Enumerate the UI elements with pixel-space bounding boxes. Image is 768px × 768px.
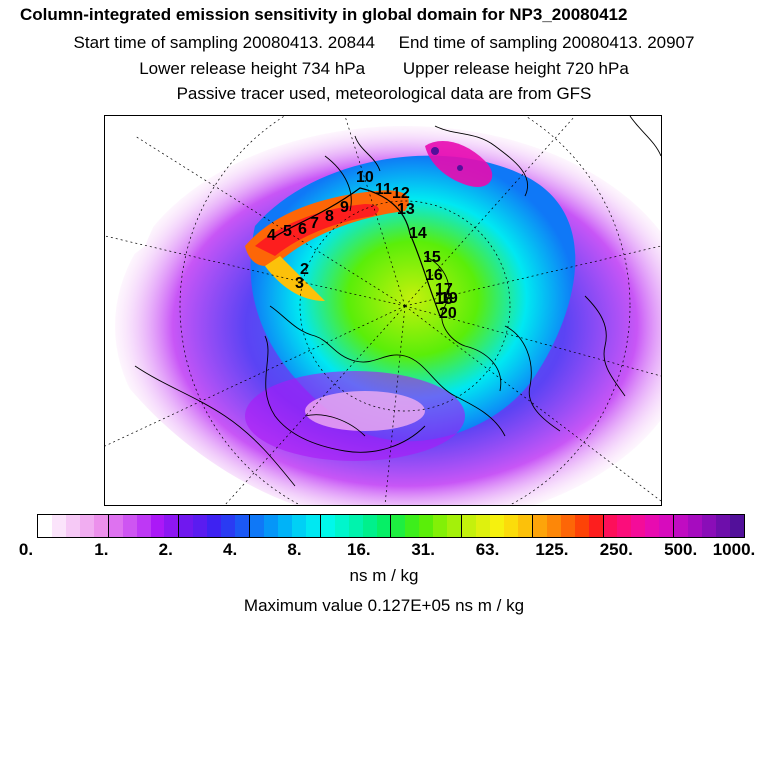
trajectory-label: 7 xyxy=(310,215,319,232)
colorbar-tick-label: 1. xyxy=(94,540,109,559)
colorbar-segment xyxy=(503,515,518,537)
trajectory-label: 10 xyxy=(356,169,374,186)
colorbar xyxy=(37,514,745,538)
colorbar-segment xyxy=(235,515,250,537)
colorbar-tick-label: 500. xyxy=(664,540,698,559)
trajectory-label: 12 xyxy=(392,185,410,202)
trajectory-label: 4 xyxy=(267,227,276,244)
start-time-label: Start time of sampling 20080413. 20844 xyxy=(73,33,376,52)
colorbar-segment xyxy=(178,515,194,537)
trajectory-label: 9 xyxy=(340,199,349,216)
trajectory-label: 20 xyxy=(439,305,457,322)
colorbar-tick-label: 31. xyxy=(411,540,435,559)
colorbar-segment xyxy=(729,515,744,537)
trajectory-line xyxy=(272,187,441,317)
colorbar-segment xyxy=(433,515,448,537)
colorbar-tick-label: 1000. xyxy=(712,540,756,559)
colorbar-segment xyxy=(38,515,52,537)
colorbar-segment xyxy=(476,515,490,537)
colorbar-segment xyxy=(193,515,208,537)
trajectory-label: 15 xyxy=(423,249,441,266)
colorbar-segment xyxy=(574,515,589,537)
colorbar-segment xyxy=(673,515,689,537)
colorbar-tick-label: 2. xyxy=(158,540,173,559)
trajectory-label: 13 xyxy=(397,201,415,218)
colorbar-segment xyxy=(291,515,306,537)
plot-title: Column-integrated emission sensitivity i… xyxy=(20,5,628,24)
trajectory-label: 2 xyxy=(300,261,309,278)
colorbar-segment xyxy=(305,515,320,537)
colorbar-segment xyxy=(264,515,278,537)
colorbar-segment xyxy=(716,515,730,537)
colorbar-segment xyxy=(405,515,420,537)
colorbar-tick-label: 125. xyxy=(535,540,569,559)
colorbar-segment xyxy=(588,515,603,537)
colorbar-segment xyxy=(376,515,391,537)
colorbar-segment xyxy=(348,515,363,537)
colorbar-segment xyxy=(334,515,349,537)
colorbar-segment xyxy=(390,515,406,537)
max-value-label: Maximum value 0.127E+05 ns m / kg xyxy=(243,596,525,615)
colorbar-segment xyxy=(645,515,660,537)
colorbar-segment xyxy=(447,515,462,537)
map-graphic: 2 3 4 5 6 7 8 9 10 11 12 13 14 15 16 17 … xyxy=(105,116,661,505)
trajectory-label: 8 xyxy=(325,208,334,225)
trajectory-label: 5 xyxy=(283,223,292,240)
colorbar-segment xyxy=(517,515,532,537)
colorbar-segment xyxy=(150,515,165,537)
colorbar-segment xyxy=(702,515,716,537)
colorbar-unit-label: ns m / kg xyxy=(349,566,419,585)
trajectory-label: 14 xyxy=(409,225,427,242)
colorbar-segment xyxy=(277,515,292,537)
lower-height-label: Lower release height 734 hPa xyxy=(139,59,366,78)
colorbar-segment xyxy=(419,515,434,537)
colorbar-segment xyxy=(560,515,575,537)
colorbar-segment xyxy=(546,515,561,537)
colorbar-segment xyxy=(602,515,618,537)
sampling-times-line: Start time of sampling 20080413. 20844 E… xyxy=(0,33,768,53)
colorbar-tick-label: 16. xyxy=(346,540,371,559)
trajectory-label: 3 xyxy=(295,275,304,292)
colorbar-segment xyxy=(221,515,236,537)
upper-height-label: Upper release height 720 hPa xyxy=(402,59,629,78)
trajectory-label: 11 xyxy=(375,181,392,198)
colorbar-segment xyxy=(319,515,335,537)
colorbar-tick-label: 4. xyxy=(222,540,238,559)
colorbar-segment xyxy=(631,515,646,537)
colorbar-segment xyxy=(461,515,477,537)
colorbar-segment xyxy=(362,515,377,537)
colorbar-segment xyxy=(617,515,632,537)
trajectory-label: 19 xyxy=(440,290,458,307)
colorbar-tick-label: 8. xyxy=(287,540,302,559)
trajectory-label: 18 xyxy=(435,291,453,308)
colorbar-segment xyxy=(65,515,80,537)
sensitivity-map: 2 3 4 5 6 7 8 9 10 11 12 13 14 15 16 17 … xyxy=(104,115,662,506)
colorbar-tick-label: 63. xyxy=(475,540,500,559)
colorbar-segment xyxy=(79,515,94,537)
colorbar-segment xyxy=(93,515,108,537)
colorbar-segment xyxy=(249,515,264,537)
colorbar-segment xyxy=(136,515,151,537)
trajectory-label: 6 xyxy=(298,221,307,238)
colorbar-segment xyxy=(659,515,674,537)
colorbar-segment xyxy=(51,515,66,537)
colorbar-segment xyxy=(490,515,504,537)
colorbar-ticks: 0. 1. 2. 4. 8. 16. 31. 63. 125. 250. 500. 1000. xyxy=(0,540,768,560)
trajectory-label: 17 xyxy=(435,281,453,298)
colorbar-tick-label: 250. xyxy=(599,540,633,559)
trajectory-label: 16 xyxy=(425,267,443,284)
colorbar-segment xyxy=(531,515,547,537)
colorbar-segment xyxy=(207,515,222,537)
trajectory-labels: 2 3 4 5 6 7 8 9 10 11 12 13 14 15 16 17 … xyxy=(267,169,458,322)
colorbar-segment xyxy=(107,515,123,537)
colorbar-tick-label: 0. xyxy=(18,540,34,559)
tracer-info-label: Passive tracer used, meteorological data… xyxy=(176,84,592,103)
high-sensitivity-hotspot xyxy=(425,141,493,187)
release-heights-line: Lower release height 734 hPa Upper relea… xyxy=(0,59,768,79)
colorbar-segment xyxy=(164,515,179,537)
colorbar-segment xyxy=(688,515,703,537)
colorbar-segment xyxy=(122,515,137,537)
end-time-label: End time of sampling 20080413. 20907 xyxy=(398,33,695,52)
